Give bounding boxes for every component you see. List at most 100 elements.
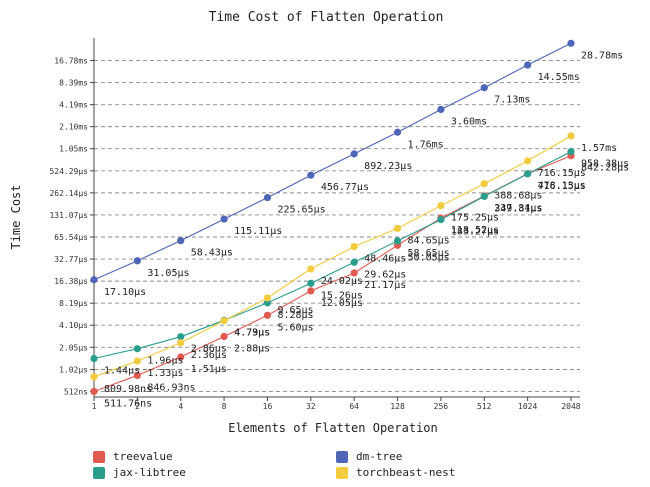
- data-label: 17.10μs: [104, 287, 146, 298]
- data-label: 15.26μs: [321, 290, 363, 301]
- data-label: 388.68μs: [494, 191, 542, 202]
- data-label: 1.44μs: [104, 366, 140, 377]
- y-tick-label: 262.14μs: [49, 189, 88, 198]
- data-point: [524, 157, 532, 165]
- data-point: [133, 345, 141, 353]
- data-point: [350, 258, 358, 266]
- series-points: [90, 39, 575, 396]
- data-point: [524, 61, 532, 69]
- series-labels: 511.76ns 846.93ns 1.51μs 2.88μs 5.60μs 12.05μ…: [104, 50, 629, 409]
- x-tick-label: 2048: [561, 402, 580, 411]
- data-label: 58.65μs: [408, 248, 450, 259]
- data-point: [220, 215, 228, 223]
- data-label: 58.43μs: [191, 248, 233, 259]
- x-tick-label: 32: [306, 402, 316, 411]
- data-point: [567, 39, 575, 47]
- x-tick-label: 1024: [518, 402, 537, 411]
- data-label: 2.86μs: [191, 344, 227, 355]
- data-label: 225.65μs: [277, 205, 325, 216]
- data-point: [220, 317, 228, 325]
- data-point: [480, 180, 488, 188]
- data-label: 511.76ns: [104, 398, 152, 409]
- data-point: [350, 269, 358, 277]
- data-point: [567, 132, 575, 140]
- data-point: [90, 354, 98, 363]
- data-point: [177, 339, 185, 347]
- data-point: [263, 311, 272, 319]
- data-point: [177, 353, 185, 361]
- data-label: 716.15μs: [538, 181, 586, 192]
- data-label: 7.13ms: [494, 95, 530, 106]
- data-label: 31.05μs: [147, 268, 189, 279]
- data-label: 5.60μs: [277, 322, 313, 333]
- data-point: [220, 332, 228, 341]
- y-tick-label: 32.77μs: [54, 255, 88, 264]
- data-label: 1.57ms: [581, 143, 617, 154]
- y-tick-label: 2.10ms: [59, 123, 88, 132]
- y-tick-label: 524.29μs: [49, 167, 88, 176]
- data-point: [177, 333, 185, 341]
- y-tick-label: 16.78ms: [54, 56, 88, 65]
- x-tick-label: 512: [477, 402, 492, 411]
- y-tick-label: 1.02μs: [59, 366, 88, 375]
- data-label: 842.28μs: [581, 163, 629, 174]
- data-point: [480, 84, 488, 92]
- data-point: [263, 194, 272, 202]
- y-axis-label: Time Cost: [9, 184, 23, 249]
- data-label: 9.65μs: [277, 305, 313, 316]
- data-label: 237.34μs: [494, 203, 542, 214]
- y-tick-label: 512ns: [64, 387, 88, 396]
- data-label: 1.33μs: [147, 368, 183, 379]
- y-tick-label: 65.54μs: [54, 233, 88, 242]
- data-point: [133, 257, 141, 265]
- data-label: 716.15μs: [538, 168, 586, 179]
- data-label: 809.98ns: [104, 384, 152, 395]
- x-tick-label: 256: [434, 402, 449, 411]
- data-point: [90, 373, 98, 381]
- data-label: 892.23μs: [364, 161, 412, 172]
- data-point: [437, 105, 445, 114]
- data-point: [393, 237, 402, 245]
- data-label: 1.51μs: [191, 364, 227, 375]
- data-point: [567, 148, 575, 156]
- y-tick-label: 2.05μs: [59, 343, 88, 352]
- data-point: [307, 265, 315, 273]
- y-ticks: 512ns 1.02μs 2.05μs 4.10μs 8.19μs 16.38μs 32.7…: [49, 56, 94, 396]
- data-point: [437, 202, 445, 210]
- data-label: 115.11μs: [234, 226, 282, 237]
- chart-title: Time Cost of Flatten Operation: [209, 10, 444, 25]
- data-point: [480, 192, 488, 200]
- x-ticks: 1 2 4 8 16 32 64 128 256 512 1024 2048: [92, 397, 581, 411]
- series-line: [93, 135, 572, 378]
- y-tick-label: 4.10μs: [59, 321, 88, 330]
- data-point: [133, 371, 141, 380]
- x-tick-label: 1: [92, 402, 97, 411]
- y-tick-label: 4.19ms: [59, 101, 88, 110]
- y-tick-label: 8.19μs: [59, 299, 88, 308]
- data-label: 2.88μs: [234, 343, 270, 354]
- data-point: [133, 357, 141, 365]
- data-label: 183.27μs: [451, 227, 499, 238]
- data-label: 118.52μs: [451, 225, 499, 236]
- data-point: [524, 170, 532, 178]
- data-point: [90, 276, 98, 284]
- series-line: [93, 42, 572, 281]
- x-tick-label: 2: [135, 402, 140, 411]
- x-tick-label: 8: [222, 402, 227, 411]
- data-point: [437, 215, 445, 224]
- data-label: 4.79μs: [234, 327, 270, 338]
- data-label: 14.55ms: [538, 72, 580, 83]
- data-label: 478.13μs: [538, 181, 586, 192]
- data-point: [393, 128, 402, 136]
- x-tick-label: 16: [263, 402, 273, 411]
- data-label: 1.96μs: [147, 356, 183, 367]
- data-label: 456.77μs: [321, 182, 369, 193]
- y-tick-label: 131.07μs: [49, 211, 88, 220]
- data-point: [393, 224, 402, 232]
- data-point: [307, 287, 315, 295]
- data-label: 48.46μs: [364, 254, 406, 265]
- data-point: [307, 171, 315, 179]
- data-label: 8.28μs: [277, 310, 313, 321]
- series-line: [93, 151, 572, 360]
